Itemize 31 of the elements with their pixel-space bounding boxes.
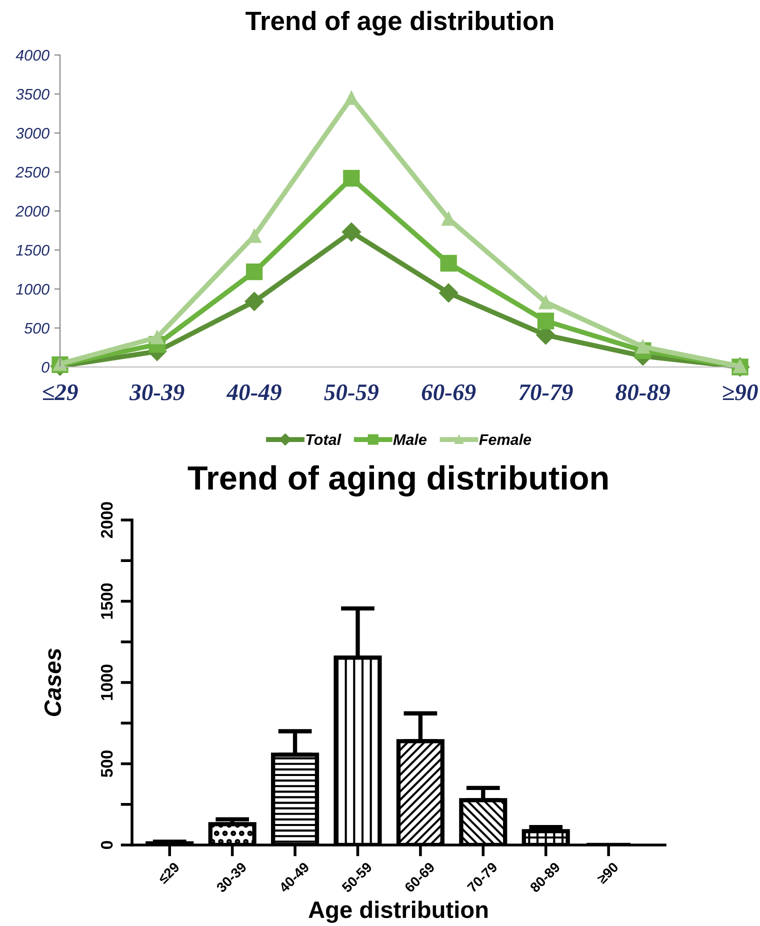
x-tick-label: 50-59: [324, 384, 379, 400]
x-tick-label: ≤29: [42, 384, 78, 400]
y-tick-label: 2500: [16, 166, 50, 178]
y-tick-label: 500: [100, 750, 113, 778]
y-tick-label: 500: [24, 322, 50, 334]
legend-label: Male: [393, 434, 427, 446]
legend-label: Female: [479, 434, 532, 446]
x-tick-label: 60-69: [422, 384, 476, 400]
x-tick-label: 30-39: [129, 384, 184, 400]
x-tick-label: ≤29: [157, 862, 180, 884]
y-tick-label: 0: [42, 362, 50, 373]
x-tick-label: ≥90: [722, 384, 758, 400]
y-tick-label: 3500: [16, 88, 50, 100]
chart-title: Trend of aging distribution: [188, 465, 608, 497]
y-tick-label: 1000: [16, 284, 50, 295]
y-tick-label: 2000: [16, 206, 50, 217]
y-tick-label: 4000: [16, 50, 50, 61]
y-tick-label: 0: [100, 841, 113, 849]
y-axis-title: Cases: [44, 648, 62, 716]
y-tick-label: 1500: [100, 583, 113, 619]
y-tick-label: 2000: [100, 502, 113, 538]
x-tick-label: 80-89: [616, 384, 670, 400]
x-tick-label: ≥90: [596, 862, 619, 884]
y-tick-label: 1000: [100, 664, 113, 700]
x-axis-title: Age distribution: [308, 900, 488, 923]
legend-label: Total: [306, 434, 342, 446]
x-tick-label: 40-49: [226, 384, 282, 400]
y-tick-label: 3000: [16, 128, 50, 139]
chart-title: Trend of age distribution: [246, 10, 554, 36]
x-tick-label: 70-79: [519, 384, 573, 400]
y-tick-label: 1500: [16, 244, 50, 256]
